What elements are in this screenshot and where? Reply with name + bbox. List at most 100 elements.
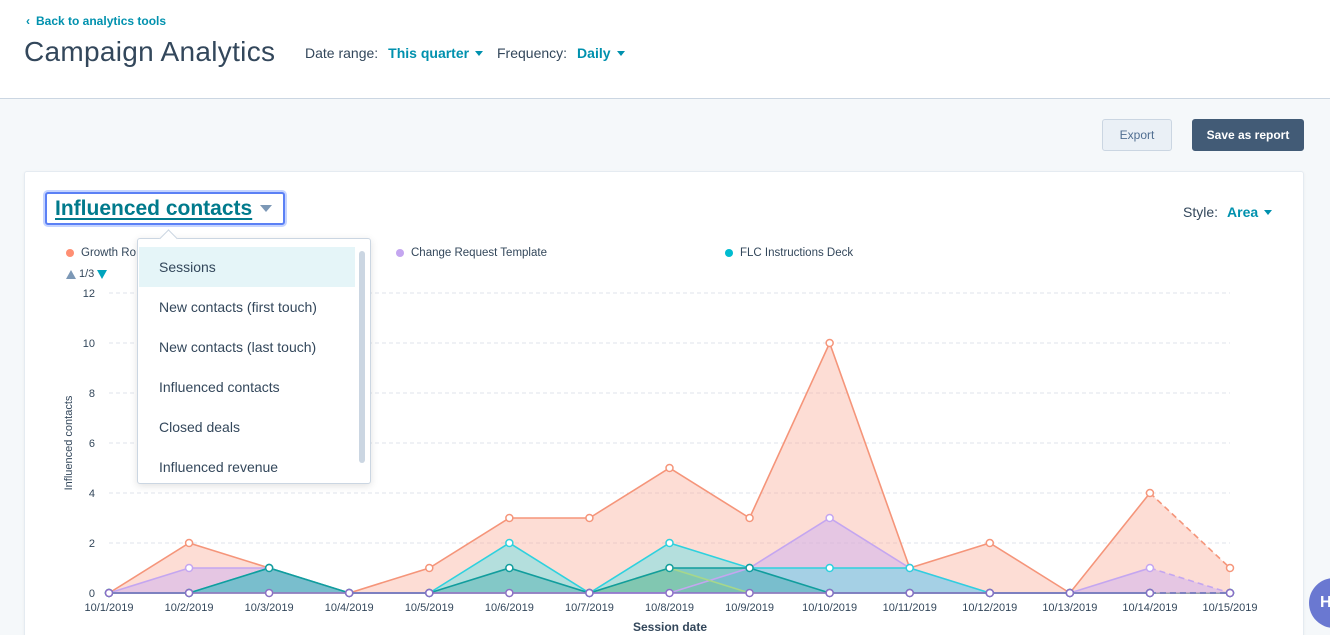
area-green	[109, 568, 1230, 593]
x-tick-label: 10/7/2019	[565, 602, 614, 614]
style-value: Area	[1227, 204, 1259, 220]
back-link[interactable]: ‹ Back to analytics tools	[26, 14, 166, 28]
point-purple	[505, 588, 514, 598]
x-axis-title: Session date	[633, 620, 707, 634]
caret-down-icon	[1264, 209, 1273, 215]
x-tick-label: 10/12/2019	[962, 602, 1017, 614]
x-tick-label: 10/8/2019	[645, 602, 694, 614]
line-dashed-change-request	[1149, 567, 1231, 594]
x-tick-label: 10/11/2019	[883, 602, 937, 614]
point-flc	[905, 563, 914, 573]
point-flc	[825, 563, 834, 573]
legend-page-count: 1/3	[79, 268, 95, 280]
point-teal	[665, 563, 674, 573]
y-axis-title: Influenced contacts	[63, 395, 75, 490]
point-purple	[1065, 588, 1075, 598]
date-range-value: This quarter	[388, 45, 470, 61]
save-as-report-button[interactable]: Save as report	[1192, 119, 1304, 151]
point-growth	[825, 338, 834, 348]
point-growth	[184, 538, 194, 548]
point-purple	[665, 588, 674, 598]
point-growth	[745, 513, 754, 523]
point-flc	[505, 538, 514, 548]
area-teal	[109, 568, 1230, 593]
x-tick-label: 10/13/2019	[1042, 602, 1097, 614]
date-range-dropdown[interactable]: This quarter	[388, 45, 484, 61]
x-tick-label: 10/4/2019	[325, 602, 374, 614]
x-tick-label: 10/6/2019	[485, 602, 534, 614]
export-button[interactable]: Export	[1102, 119, 1172, 151]
frequency-filter: Frequency: Daily	[497, 45, 625, 61]
point-growth	[985, 538, 995, 548]
point-purple	[184, 588, 194, 598]
point-purple	[344, 588, 354, 598]
point-change-request	[825, 513, 834, 523]
point-purple	[985, 588, 995, 598]
chevron-left-icon: ‹	[26, 14, 30, 28]
metric-dropdown-value: Influenced contacts	[55, 196, 253, 220]
help-chat-button[interactable]: H	[1309, 578, 1330, 628]
legend-pager: 1/3	[66, 268, 108, 280]
y-tick-label: 2	[89, 538, 95, 550]
legend-label: FLC Instructions Deck	[740, 247, 854, 259]
legend-item-change-request[interactable]: Change Request Template	[396, 247, 547, 259]
frequency-dropdown[interactable]: Daily	[577, 45, 625, 61]
point-purple	[104, 588, 114, 598]
point-teal	[505, 563, 514, 573]
point-purple	[1225, 588, 1235, 598]
legend-label: Change Request Template	[411, 247, 547, 259]
caret-down-icon	[260, 205, 273, 212]
y-tick-label: 0	[89, 588, 95, 600]
date-range-label: Date range:	[305, 45, 379, 61]
back-link-label: Back to analytics tools	[36, 14, 167, 28]
menu-item-new-contacts-last[interactable]: New contacts (last touch)	[159, 339, 317, 355]
menu-item-influenced-revenue[interactable]: Influenced revenue	[159, 459, 279, 475]
legend-dot-icon	[725, 249, 733, 257]
y-tick-label: 12	[83, 288, 95, 300]
point-purple	[1145, 588, 1155, 598]
x-tick-label: 10/5/2019	[405, 602, 454, 614]
menu-item-new-contacts-first[interactable]: New contacts (first touch)	[159, 299, 317, 315]
caret-down-icon	[616, 50, 625, 56]
point-growth	[505, 513, 514, 523]
point-purple	[745, 588, 754, 598]
point-change-request	[1145, 563, 1155, 573]
point-purple	[825, 588, 834, 598]
style-dropdown[interactable]: Area	[1227, 204, 1273, 220]
metric-dropdown-menu: Sessions New contacts (first touch) New …	[137, 238, 371, 484]
x-tick-label: 10/3/2019	[245, 602, 294, 614]
point-purple	[585, 588, 594, 598]
page-title: Campaign Analytics	[24, 36, 276, 67]
menu-item-influenced-contacts[interactable]: Influenced contacts	[159, 379, 280, 395]
menu-item-sessions[interactable]: Sessions	[139, 247, 355, 287]
style-filter: Style: Area	[1183, 204, 1273, 220]
point-growth	[425, 563, 434, 573]
point-growth	[665, 463, 674, 473]
triangle-down-icon[interactable]	[97, 269, 108, 279]
dropdown-scrollbar[interactable]	[359, 251, 365, 463]
style-label: Style:	[1183, 204, 1219, 220]
y-tick-label: 10	[83, 338, 95, 350]
x-tick-label: 10/10/2019	[802, 602, 857, 614]
menu-item-closed-deals[interactable]: Closed deals	[159, 419, 240, 435]
y-tick-label: 4	[89, 488, 95, 500]
frequency-label: Frequency:	[497, 45, 568, 61]
point-teal	[745, 563, 754, 573]
metric-dropdown[interactable]: Influenced contacts	[45, 192, 285, 225]
point-teal	[264, 563, 274, 573]
point-growth	[1145, 488, 1155, 498]
legend-item-growth[interactable]: Growth Ro	[66, 247, 136, 259]
line-dashed-growth	[1149, 492, 1231, 569]
x-tick-label: 10/2/2019	[165, 602, 214, 614]
triangle-up-icon[interactable]	[66, 269, 76, 279]
point-purple	[905, 588, 914, 598]
header-bar: ‹ Back to analytics tools Campaign Analy…	[0, 0, 1330, 99]
legend-dot-icon	[66, 249, 74, 257]
date-range-filter: Date range: This quarter	[305, 45, 484, 61]
legend-label: Growth Ro	[81, 247, 136, 259]
legend-item-flc[interactable]: FLC Instructions Deck	[725, 247, 853, 259]
legend-dot-icon	[396, 249, 404, 257]
x-tick-label: 10/1/2019	[85, 602, 134, 614]
point-flc	[665, 538, 674, 548]
